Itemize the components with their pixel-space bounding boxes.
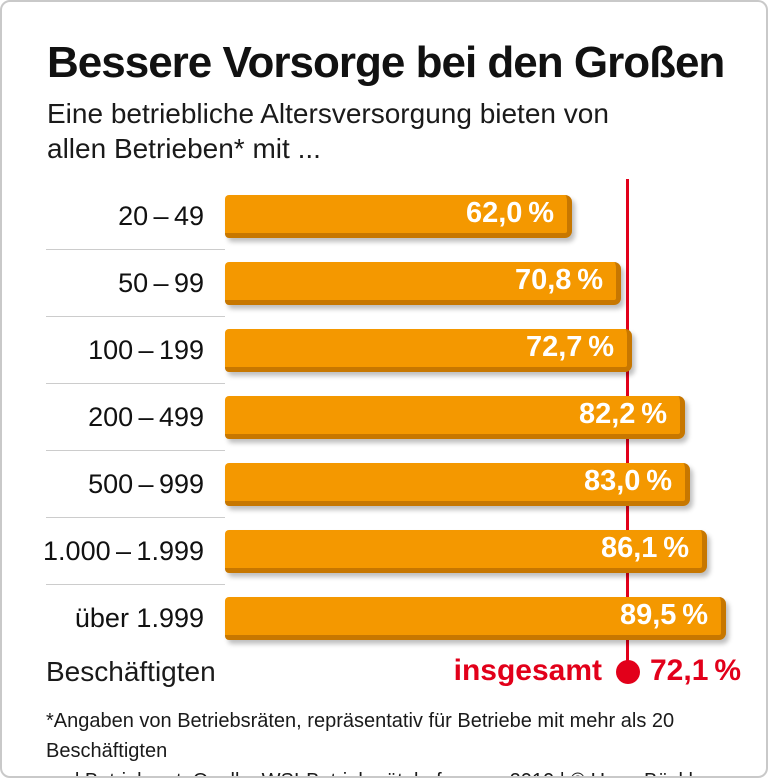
category-label: 100 – 199 (88, 335, 204, 365)
bar-rows: 20 – 49 62,0 % 50 – 99 70,8 % 100 – 199 72,7 … (2, 183, 766, 652)
category-label: 20 – 49 (118, 201, 204, 231)
bar-value-label: 86,1 % (600, 532, 689, 564)
bar-row: 20 – 49 62,0 % (2, 183, 766, 250)
category-label: 1.000 – 1.999 (43, 536, 204, 566)
category-label: 200 – 499 (88, 402, 204, 432)
bar-row: 200 – 499 82,2 % (2, 383, 766, 451)
bar-value-label: 70,8 % (514, 264, 603, 296)
bar: 83,0 % (225, 463, 690, 506)
bar-row: über 1.999 89,5 % (2, 584, 766, 652)
bar-value-label: 72,7 % (525, 331, 614, 363)
bar: 70,8 % (225, 262, 621, 305)
chart-subtitle: Eine betriebliche Altersversorgung biete… (47, 96, 609, 166)
total-value-label: 72,1 % (650, 654, 742, 687)
category-label: über 1.999 (74, 603, 204, 633)
category-label: 500 – 999 (88, 469, 204, 499)
category-label: 50 – 99 (118, 268, 204, 298)
page-title: Bessere Vorsorge bei den Großen (47, 38, 725, 87)
bar: 89,5 % (225, 597, 726, 640)
bar-value-label: 83,0 % (583, 465, 672, 497)
bar: 82,2 % (225, 396, 685, 439)
bar: 72,7 % (225, 329, 632, 372)
bar-row: 50 – 99 70,8 % (2, 249, 766, 317)
chart-subtitle-line-1: Eine betriebliche Altersversorgung biete… (47, 98, 609, 129)
bar: 86,1 % (225, 530, 707, 573)
footnote-line-2: und Betriebsrat; Quelle: WSI-Betriebsrät… (46, 766, 746, 776)
bar-value-label: 62,0 % (465, 197, 554, 229)
bar-row: 100 – 199 72,7 % (2, 316, 766, 384)
bar-value-label: 89,5 % (619, 599, 708, 631)
bar: 62,0 % (225, 195, 572, 238)
bar-chart: 20 – 49 62,0 % 50 – 99 70,8 % 100 – 199 72,7 … (2, 179, 766, 672)
bar-value-label: 82,2 % (578, 398, 667, 430)
bar-row: 500 – 999 83,0 % (2, 450, 766, 518)
total-marker-dot-icon (616, 660, 640, 684)
bar-row: 1.000 – 1.999 86,1 % (2, 517, 766, 585)
footnote-line-1: *Angaben von Betriebsräten, repräsentati… (46, 710, 675, 762)
axis-unit-label: Beschäftigten (46, 656, 216, 687)
total-label: insgesamt (453, 654, 602, 687)
footnote: *Angaben von Betriebsräten, repräsentati… (46, 706, 746, 776)
chart-subtitle-line-2: allen Betrieben* mit ... (47, 133, 321, 164)
